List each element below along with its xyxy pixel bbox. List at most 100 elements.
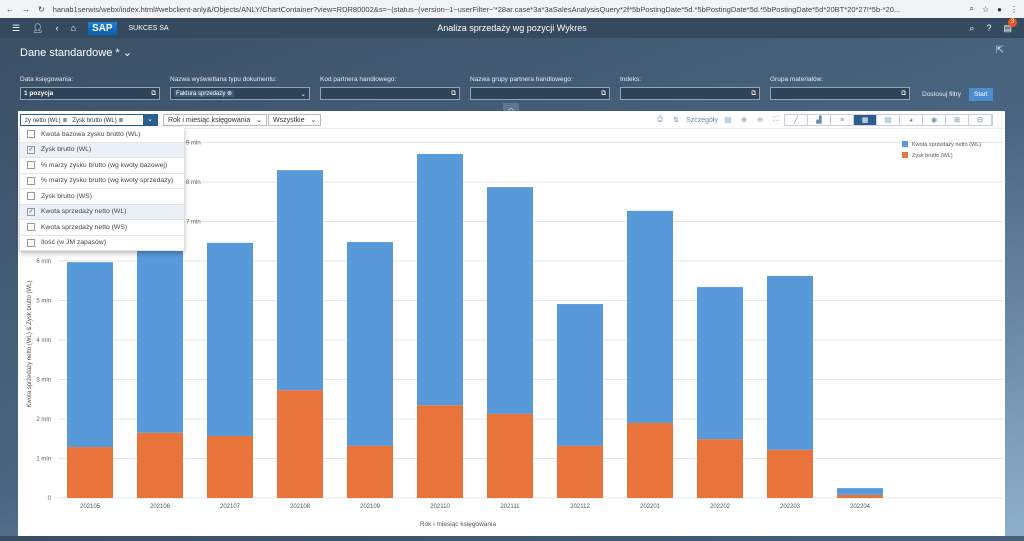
forward-icon[interactable]: →	[22, 4, 30, 14]
notifications-icon[interactable]: ▤ 3	[1003, 17, 1017, 34]
measure-option-label: Kwota bazowa zysku brutto (WL)	[41, 130, 141, 138]
bar-gross-profit-202109[interactable]	[347, 445, 393, 498]
chevron-down-icon[interactable]: ⌄	[143, 115, 157, 125]
details-button[interactable]: Szczegóły	[686, 116, 718, 124]
bar-gross-profit-202112[interactable]	[557, 445, 603, 498]
measure-option[interactable]: Kwota bazowa zysku brutto (WL)	[20, 127, 184, 143]
value-help-icon[interactable]: ⧉	[451, 89, 456, 97]
bar-net-sales-202106[interactable]	[137, 245, 183, 433]
filter-input[interactable]: ⧉	[470, 87, 610, 100]
checkbox[interactable]	[27, 130, 35, 139]
measure-option[interactable]: Ilość (w JM zapasów)	[20, 236, 184, 251]
x-axis-title: Rok i miesiąc księgowania	[420, 521, 497, 528]
measure-option[interactable]: ✓ Zysk brutto (WL)	[20, 142, 184, 158]
address-bar[interactable]: hanab1serwis/webx/index.html#webclient-a…	[52, 4, 901, 14]
browser-bar: ← → ↻ hanab1serwis/webx/index.html#webclie…	[0, 0, 1024, 18]
measures-multiselect[interactable]: ży netto (WL) ⊗ Zysk brutto (WL) ⊗ ⌄	[20, 114, 158, 126]
bar-net-sales-202112[interactable]	[557, 304, 603, 446]
measure-option[interactable]: % marży zysku brutto (wg kwoty sprzedaży…	[20, 174, 184, 189]
bar-chart-icon[interactable]: ≡	[831, 115, 854, 125]
search-icon[interactable]: ⌕	[969, 22, 975, 33]
bar-net-sales-202111[interactable]	[487, 187, 533, 414]
back-icon[interactable]: ←	[6, 4, 14, 14]
value-help-icon[interactable]: ⧉	[151, 89, 156, 97]
bar-gross-profit-202111[interactable]	[487, 413, 533, 498]
checkbox[interactable]	[27, 223, 35, 232]
variant-selector[interactable]: Dane standardowe * ⌄	[20, 46, 132, 59]
filter-input[interactable]: ⧉	[770, 87, 910, 100]
value-help-icon[interactable]: ⧉	[751, 89, 756, 97]
column-chart-icon[interactable]: ▟	[808, 115, 831, 125]
bar-gross-profit-202202[interactable]	[697, 439, 743, 498]
checkbox[interactable]	[27, 161, 35, 170]
measure-option[interactable]: Zysk brutto (WS)	[20, 189, 184, 205]
star-icon[interactable]: ☆	[981, 4, 990, 14]
measure-option[interactable]: ✓ Kwota sprzedaży netto (WL)	[20, 204, 184, 220]
bar-gross-profit-202107[interactable]	[207, 435, 253, 498]
zoom-out-icon[interactable]: ⊖	[757, 117, 763, 124]
filter-input[interactable]: ⧉	[620, 87, 760, 100]
adapt-filters-button[interactable]: Dostosuj filtry	[922, 91, 962, 98]
home-icon[interactable]: ⌂	[70, 23, 76, 33]
sap-logo[interactable]: SAP	[87, 21, 117, 35]
profile-icon[interactable]: ●	[997, 4, 1002, 14]
measure-option[interactable]: Kwota sprzedaży netto (WS)	[20, 220, 184, 236]
bar-gross-profit-202204[interactable]	[837, 494, 883, 498]
filter-token[interactable]: Faktura sprzedaży ⊗	[174, 90, 235, 97]
fullscreen-icon[interactable]: ⛶	[773, 116, 779, 123]
scope-select[interactable]: Wszystkie ⌄	[268, 114, 322, 126]
bar-gross-profit-202201[interactable]	[627, 422, 673, 498]
start-button[interactable]: Start	[969, 88, 993, 101]
checkbox[interactable]	[27, 176, 35, 185]
bar-net-sales-202108[interactable]	[277, 170, 323, 391]
bar-gross-profit-202105[interactable]	[67, 447, 113, 498]
bar-gross-profit-202108[interactable]	[277, 390, 323, 498]
print-icon[interactable]: ⎙	[657, 116, 663, 123]
filter-input[interactable]: 1 pozycja ⧉	[20, 87, 160, 100]
zoom-in-icon[interactable]: ⊕	[741, 117, 747, 124]
table-icon[interactable]: ⊟	[969, 115, 992, 125]
value-help-icon[interactable]: ⧉	[901, 89, 906, 97]
bar-gross-profit-202106[interactable]	[137, 432, 183, 498]
bar-net-sales-202107[interactable]	[207, 242, 253, 436]
zoom-icon[interactable]: ⌕	[969, 4, 974, 13]
pie-chart-icon[interactable]: ◕	[900, 115, 923, 125]
x-tick-label: 202109	[360, 504, 381, 510]
bar-net-sales-202204[interactable]	[837, 488, 883, 495]
back-icon[interactable]: ‹	[55, 23, 59, 33]
measure-tokens[interactable]: ży netto (WL) ⊗ Zysk brutto (WL) ⊗	[25, 117, 124, 124]
line-chart-icon[interactable]: ╱	[785, 115, 808, 125]
bar-gross-profit-202203[interactable]	[767, 449, 813, 498]
user-icon[interactable]: 👤︎	[32, 22, 44, 33]
legend-icon[interactable]: ▤	[724, 117, 732, 124]
share-icon[interactable]: ⇱	[995, 45, 1004, 56]
checkbox[interactable]: ✓	[27, 207, 35, 216]
stacked-bar-icon[interactable]: ▤	[877, 115, 900, 125]
bar-gross-profit-202110[interactable]	[417, 405, 463, 498]
checkbox[interactable]	[27, 238, 35, 247]
filter-input[interactable]: Faktura sprzedaży ⊗ ⌄	[170, 87, 310, 100]
menu-icon[interactable]: ☰	[12, 22, 21, 33]
bar-net-sales-202109[interactable]	[347, 242, 393, 446]
company-name: SUKCES SA	[128, 24, 169, 32]
bar-net-sales-202105[interactable]	[67, 262, 113, 448]
bar-net-sales-202201[interactable]	[627, 210, 673, 423]
collapse-header-button[interactable]: ︿	[503, 103, 519, 112]
chevron-down-icon[interactable]: ⌄	[300, 90, 306, 98]
menu-icon[interactable]: ⋮	[1010, 4, 1018, 14]
value-help-icon[interactable]: ⧉	[601, 89, 606, 97]
reload-icon[interactable]: ↻	[38, 4, 45, 14]
help-icon[interactable]: ?	[986, 22, 992, 33]
measure-option[interactable]: % marży zysku brutto (wg kwoty bazowej)	[20, 158, 184, 174]
bar-net-sales-202203[interactable]	[767, 276, 813, 450]
bar-net-sales-202202[interactable]	[697, 287, 743, 440]
filter-input[interactable]: ⧉	[320, 87, 460, 100]
sort-icon[interactable]: ⇅	[673, 117, 679, 124]
stacked-column-icon[interactable]: ▦	[854, 115, 877, 125]
donut-chart-icon[interactable]: ◉	[923, 115, 946, 125]
heatmap-icon[interactable]: ⊞	[946, 115, 969, 125]
checkbox[interactable]: ✓	[27, 145, 35, 154]
dimension-select[interactable]: Rok i miesiąc księgowania ⌄	[163, 114, 267, 126]
checkbox[interactable]	[27, 192, 35, 201]
bar-net-sales-202110[interactable]	[417, 153, 463, 406]
